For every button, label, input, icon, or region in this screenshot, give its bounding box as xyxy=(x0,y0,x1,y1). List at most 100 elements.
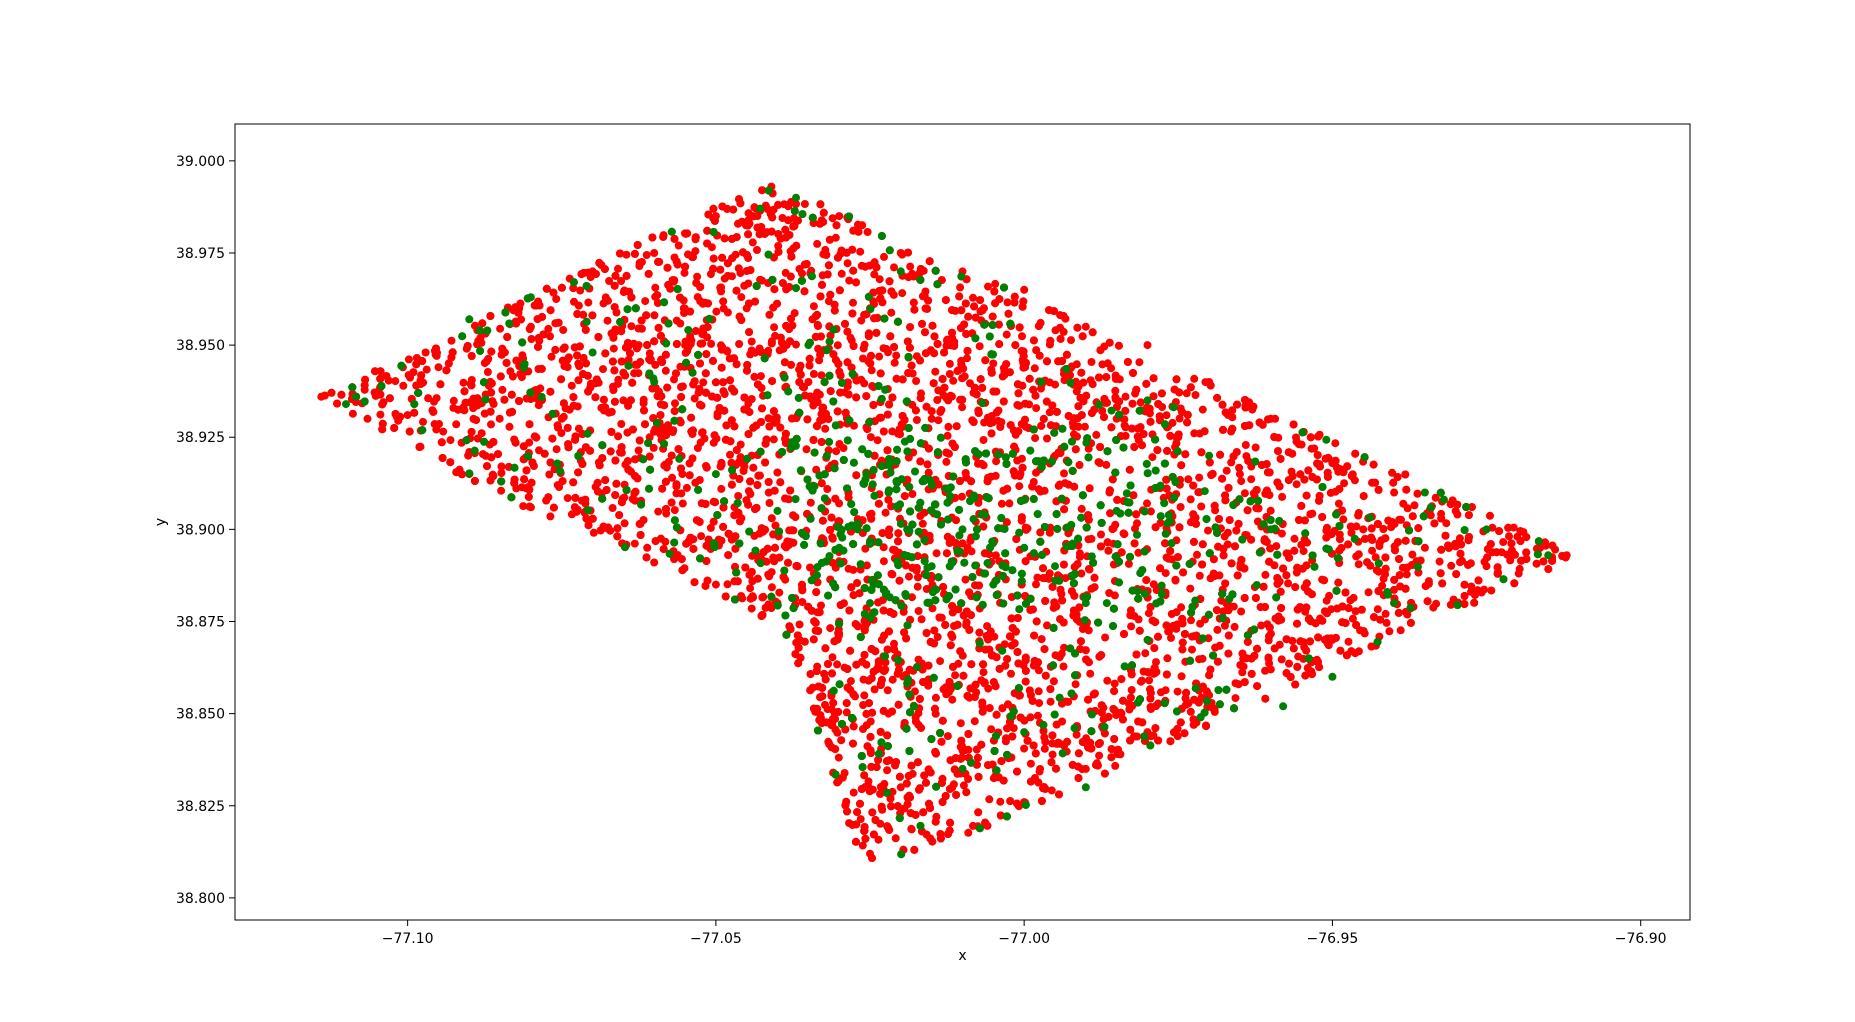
data-point xyxy=(1452,570,1461,579)
data-point xyxy=(1045,408,1054,417)
data-point xyxy=(860,771,869,780)
data-point xyxy=(1193,550,1201,559)
data-point xyxy=(1015,482,1024,491)
data-point xyxy=(849,722,858,731)
data-point xyxy=(1382,618,1391,627)
data-point xyxy=(1514,569,1523,578)
data-point xyxy=(985,704,994,713)
data-point xyxy=(1126,693,1135,702)
data-point xyxy=(1090,573,1099,582)
data-point xyxy=(816,200,825,209)
data-point xyxy=(848,245,857,254)
data-point xyxy=(1306,637,1314,646)
data-point xyxy=(879,606,888,615)
data-point xyxy=(1431,493,1440,502)
data-point xyxy=(436,380,445,389)
data-point xyxy=(648,233,657,242)
data-point xyxy=(1284,579,1293,588)
data-point xyxy=(1033,711,1042,720)
data-point xyxy=(569,478,578,487)
data-point xyxy=(599,522,608,531)
data-point xyxy=(721,435,730,444)
data-point xyxy=(1048,750,1057,759)
data-point xyxy=(486,312,495,320)
data-point xyxy=(717,484,726,493)
data-point xyxy=(612,479,621,488)
data-point xyxy=(1352,522,1361,531)
data-point xyxy=(1374,485,1383,494)
data-point xyxy=(1107,423,1116,432)
data-point xyxy=(900,492,909,501)
data-point xyxy=(1277,655,1286,664)
data-point xyxy=(653,291,662,300)
data-point xyxy=(911,406,920,415)
data-point xyxy=(849,788,858,797)
data-point xyxy=(747,568,756,576)
data-point xyxy=(576,286,585,295)
data-point xyxy=(677,464,685,473)
data-point xyxy=(744,430,753,439)
data-point xyxy=(765,572,774,581)
data-point xyxy=(487,420,495,429)
data-point xyxy=(1320,576,1329,585)
data-point xyxy=(828,214,837,223)
data-point xyxy=(720,234,729,243)
data-point xyxy=(974,808,983,817)
data-point xyxy=(1047,758,1056,767)
data-point xyxy=(546,306,555,315)
data-point xyxy=(621,371,630,380)
data-point xyxy=(1077,504,1086,513)
data-point xyxy=(1135,358,1144,367)
data-point xyxy=(1325,591,1334,600)
data-point xyxy=(1359,492,1368,501)
data-point xyxy=(1195,473,1204,482)
data-point xyxy=(892,351,901,360)
data-point xyxy=(348,409,357,418)
data-point xyxy=(698,339,707,348)
data-point xyxy=(631,487,640,496)
data-point xyxy=(573,505,582,514)
data-point xyxy=(963,346,972,355)
data-point xyxy=(816,292,825,301)
data-point xyxy=(1178,645,1187,654)
data-point xyxy=(1132,510,1141,519)
data-point xyxy=(657,355,666,364)
points-layer xyxy=(317,182,1571,863)
data-point xyxy=(1215,515,1223,523)
data-point xyxy=(1493,563,1502,572)
data-point xyxy=(1168,418,1177,427)
data-point xyxy=(628,378,637,387)
data-point xyxy=(777,338,786,347)
data-point xyxy=(846,677,855,686)
data-point xyxy=(862,561,871,570)
data-point xyxy=(651,283,660,292)
data-point xyxy=(1113,495,1122,504)
data-point xyxy=(444,359,453,368)
data-point xyxy=(842,699,851,708)
data-point xyxy=(795,265,804,273)
data-point xyxy=(875,275,884,284)
data-point xyxy=(770,285,779,294)
data-point xyxy=(852,660,861,669)
data-point xyxy=(1040,744,1049,753)
data-point xyxy=(1041,671,1050,680)
data-point xyxy=(802,445,811,454)
data-point xyxy=(747,395,756,404)
data-point xyxy=(941,296,950,305)
data-point xyxy=(452,420,461,429)
data-point xyxy=(890,546,899,555)
data-point xyxy=(800,200,809,208)
data-point xyxy=(806,498,815,507)
data-point xyxy=(555,483,564,491)
data-point xyxy=(852,820,861,829)
data-point xyxy=(1111,761,1120,770)
data-point xyxy=(446,436,455,445)
data-point xyxy=(849,690,858,699)
data-point xyxy=(1464,511,1473,520)
data-point xyxy=(696,359,704,368)
data-point xyxy=(1034,687,1043,696)
data-point xyxy=(970,302,979,311)
data-point xyxy=(689,544,698,553)
data-point xyxy=(1510,579,1519,588)
data-point xyxy=(584,298,593,307)
